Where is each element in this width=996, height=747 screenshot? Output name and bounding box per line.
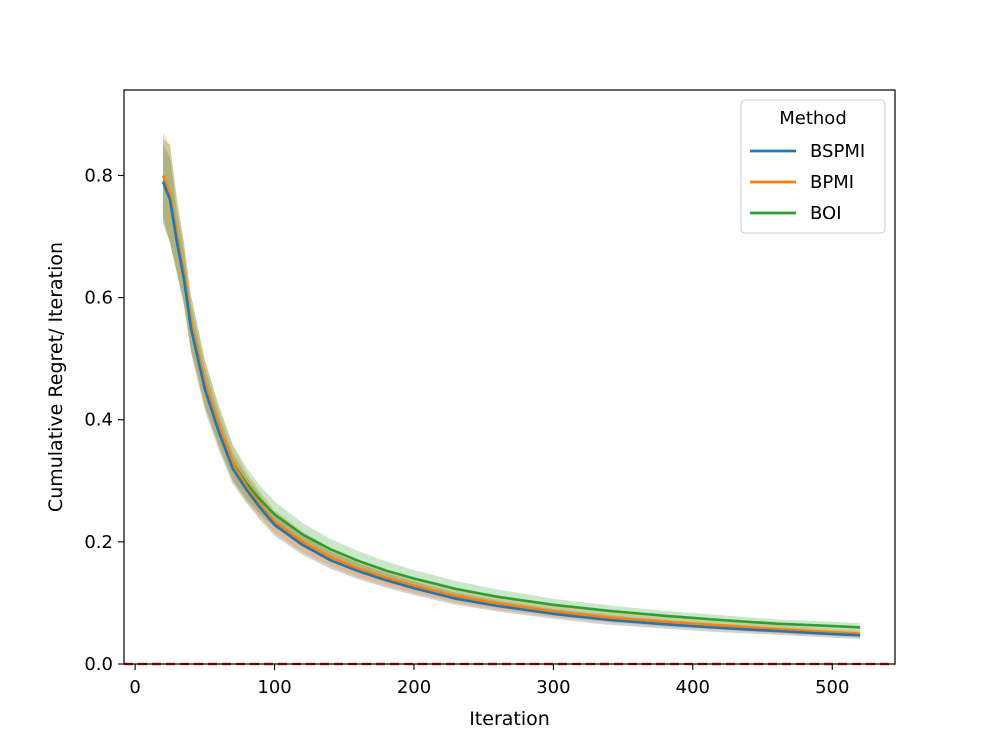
x-tick-label: 0 xyxy=(129,677,140,698)
legend-label-boi: BOI xyxy=(810,203,842,224)
y-tick-label: 0.6 xyxy=(84,288,113,309)
line-bspmi xyxy=(161,181,861,637)
legend-label-bpmi: BPMI xyxy=(810,172,854,193)
x-tick-label: 100 xyxy=(257,677,291,698)
y-tick-label: 0.2 xyxy=(84,532,113,553)
x-tick-label: 300 xyxy=(536,677,570,698)
y-axis-ticks: 0.0 0.2 0.4 0.6 0.8 xyxy=(84,165,124,675)
x-axis-label: Iteration xyxy=(469,708,550,730)
line-bpmi xyxy=(161,175,861,635)
legend-items: BSPMI BPMI BOI xyxy=(750,141,865,224)
x-tick-label: 500 xyxy=(815,677,849,698)
y-tick-label: 0.4 xyxy=(84,410,113,431)
y-axis-label: Cumulative Regret/ Iteration xyxy=(45,242,67,512)
legend-title: Method xyxy=(779,108,847,129)
legend: Method BSPMI BPMI BOI xyxy=(740,99,886,234)
x-tick-label: 200 xyxy=(397,677,431,698)
series-lines xyxy=(161,175,861,637)
plot-frame xyxy=(123,89,896,665)
y-tick-label: 0.0 xyxy=(84,654,113,675)
x-axis-ticks: 0 100 200 300 400 500 xyxy=(129,664,849,698)
legend-box xyxy=(740,99,886,234)
line-boi xyxy=(161,180,861,629)
legend-label-bspmi: BSPMI xyxy=(810,141,865,162)
y-tick-label: 0.8 xyxy=(84,165,113,186)
x-tick-label: 400 xyxy=(676,677,710,698)
